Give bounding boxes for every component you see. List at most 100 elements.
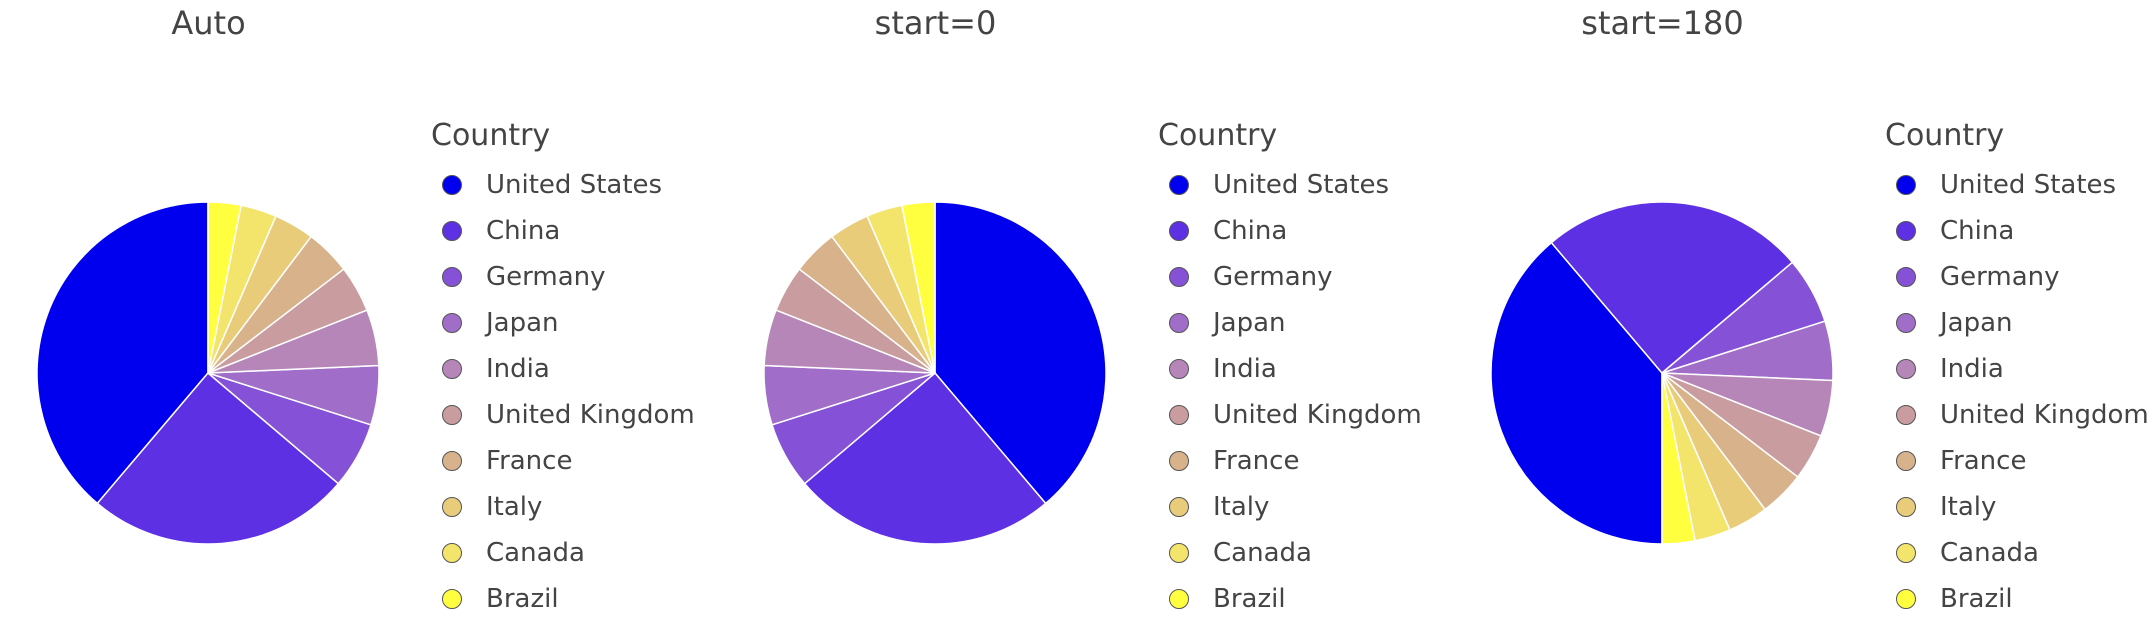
legend-label: Japan bbox=[1213, 308, 1286, 338]
legend-label: Canada bbox=[486, 538, 585, 568]
legend-label: India bbox=[486, 354, 550, 384]
legend-item-germany: Germany bbox=[431, 254, 695, 300]
pie-slice-united-states bbox=[36, 201, 209, 505]
legend-swatch bbox=[1896, 221, 1916, 241]
legend-item-china: China bbox=[1885, 208, 2149, 254]
legend-swatch bbox=[1896, 543, 1916, 563]
pie-slice-brazil bbox=[207, 201, 242, 374]
legend-label: China bbox=[486, 216, 561, 246]
legend-swatch bbox=[442, 543, 462, 563]
legend-item-france: France bbox=[431, 438, 695, 484]
legend-item-italy: Italy bbox=[431, 484, 695, 530]
legend-swatch bbox=[1169, 543, 1189, 563]
legend-item-italy: Italy bbox=[1158, 484, 1422, 530]
pie-start-180 bbox=[1490, 201, 1834, 545]
legend-item-united-kingdom: United Kingdom bbox=[1885, 392, 2149, 438]
legend-label: United States bbox=[486, 170, 663, 200]
pie-slice-china bbox=[1550, 201, 1794, 375]
legend-label: France bbox=[486, 446, 573, 476]
legend-label: Japan bbox=[486, 308, 559, 338]
legend-label: Brazil bbox=[1940, 584, 2013, 614]
legend-label: Germany bbox=[1940, 262, 2060, 292]
legend-item-france: France bbox=[1885, 438, 2149, 484]
legend-item-india: India bbox=[1158, 346, 1422, 392]
legend-item-india: India bbox=[1885, 346, 2149, 392]
legend-swatch bbox=[1896, 175, 1916, 195]
legend-item-germany: Germany bbox=[1158, 254, 1422, 300]
legend-label: France bbox=[1213, 446, 1300, 476]
legend-title: Country bbox=[431, 118, 551, 153]
legend-label: Brazil bbox=[1213, 584, 1286, 614]
legend-label: China bbox=[1213, 216, 1288, 246]
legend-item-united-kingdom: United Kingdom bbox=[431, 392, 695, 438]
legend-item-japan: Japan bbox=[431, 300, 695, 346]
legend-item-germany: Germany bbox=[1885, 254, 2149, 300]
legend-label: United Kingdom bbox=[1940, 400, 2149, 430]
pie-slice-united-states bbox=[934, 201, 1107, 505]
legend-swatch bbox=[1169, 313, 1189, 333]
legend-label: Germany bbox=[486, 262, 606, 292]
legend-swatch bbox=[442, 359, 462, 379]
legend-label: United Kingdom bbox=[486, 400, 695, 430]
legend-label: United Kingdom bbox=[1213, 400, 1422, 430]
legend-start-180: Country United States China Germany Japan In… bbox=[1885, 116, 2149, 622]
legend-swatch bbox=[442, 221, 462, 241]
legend-label: Italy bbox=[1940, 492, 1997, 522]
legend-swatch bbox=[1169, 451, 1189, 471]
legend-swatch bbox=[1169, 359, 1189, 379]
legend-swatch bbox=[1169, 405, 1189, 425]
legend-swatch bbox=[1896, 589, 1916, 609]
pie-slice-china bbox=[96, 371, 340, 545]
legend-item-brazil: Brazil bbox=[431, 576, 695, 622]
legend-swatch bbox=[1896, 405, 1916, 425]
legend-swatch bbox=[442, 451, 462, 471]
legend-start-0: Country United States China Germany Japan In… bbox=[1158, 116, 1422, 622]
pie-slice-china bbox=[803, 371, 1047, 545]
legend-item-china: China bbox=[431, 208, 695, 254]
legend-item-united-states: United States bbox=[1158, 162, 1422, 208]
legend-item-italy: Italy bbox=[1885, 484, 2149, 530]
chart-auto: Auto Country United States China Germany Ja… bbox=[0, 0, 727, 638]
legend-item-canada: Canada bbox=[1885, 530, 2149, 576]
legend-item-canada: Canada bbox=[1158, 530, 1422, 576]
legend-item-brazil: Brazil bbox=[1158, 576, 1422, 622]
legend-swatch bbox=[1169, 497, 1189, 517]
legend-swatch bbox=[1896, 497, 1916, 517]
legend-label: Canada bbox=[1940, 538, 2039, 568]
chart-start-180: start=180 Country United States China Germ… bbox=[1454, 0, 2150, 638]
pie-start-0 bbox=[763, 201, 1107, 545]
legend-item-united-states: United States bbox=[431, 162, 695, 208]
pie-slice-brazil bbox=[901, 201, 936, 374]
pie-slice-brazil bbox=[1661, 372, 1696, 545]
legend-item-brazil: Brazil bbox=[1885, 576, 2149, 622]
legend-item-japan: Japan bbox=[1158, 300, 1422, 346]
legend-title: Country bbox=[1885, 118, 2005, 153]
legend-label: China bbox=[1940, 216, 2015, 246]
legend-label: United States bbox=[1940, 170, 2117, 200]
chart-start-0: start=0 Country United States China German… bbox=[727, 0, 1454, 638]
legend-swatch bbox=[1169, 589, 1189, 609]
legend-item-united-kingdom: United Kingdom bbox=[1158, 392, 1422, 438]
legend-swatch bbox=[1896, 451, 1916, 471]
chart-title-start-180: start=180 bbox=[1581, 4, 1744, 42]
legend-auto: Country United States China Germany Japan In… bbox=[431, 116, 695, 622]
legend-label: India bbox=[1940, 354, 2004, 384]
legend-swatch bbox=[1169, 221, 1189, 241]
legend-label: Italy bbox=[1213, 492, 1270, 522]
legend-label: Japan bbox=[1940, 308, 2013, 338]
legend-label: Italy bbox=[486, 492, 543, 522]
legend-label: India bbox=[1213, 354, 1277, 384]
legend-title: Country bbox=[1158, 118, 1278, 153]
legend-swatch bbox=[442, 313, 462, 333]
legend-swatch bbox=[1896, 267, 1916, 287]
legend-swatch bbox=[442, 175, 462, 195]
legend-item-japan: Japan bbox=[1885, 300, 2149, 346]
legend-item-india: India bbox=[431, 346, 695, 392]
legend-label: France bbox=[1940, 446, 2027, 476]
chart-title-start-0: start=0 bbox=[874, 4, 997, 42]
legend-swatch bbox=[442, 589, 462, 609]
legend-label: Brazil bbox=[486, 584, 559, 614]
legend-swatch bbox=[1169, 267, 1189, 287]
legend-swatch bbox=[1896, 359, 1916, 379]
legend-item-china: China bbox=[1158, 208, 1422, 254]
